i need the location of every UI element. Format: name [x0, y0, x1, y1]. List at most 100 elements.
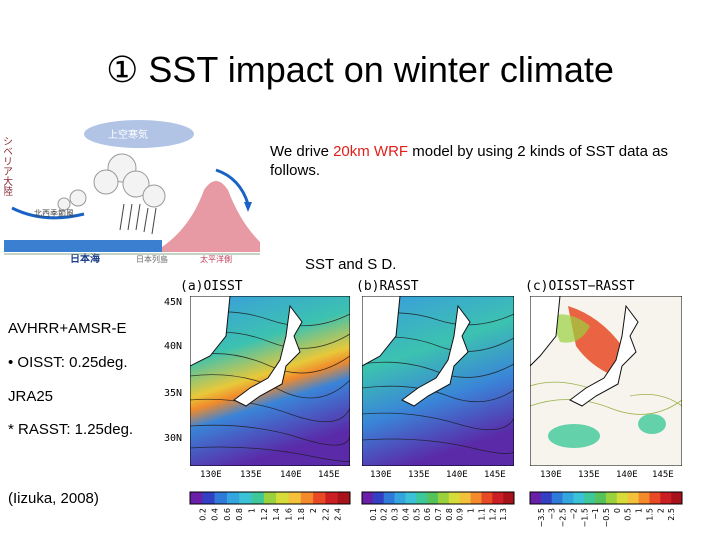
slide-title: ① SST impact on winter climate: [106, 49, 614, 90]
colorbar-swatch: [372, 492, 385, 504]
colorbar-swatch: [190, 492, 203, 504]
colorbar-swatch: [660, 492, 672, 504]
colorbar-tick-label: 1.2: [260, 508, 269, 521]
colorbar-tick-label: 0.4: [401, 508, 410, 521]
colorbar-tick-label: −2: [569, 508, 578, 520]
panel-b-lon-145e: 145E: [484, 470, 506, 480]
lat-label-45n: 45N: [164, 297, 183, 308]
colorbar-swatch: [239, 492, 252, 504]
panel-c-lon-140e: 140E: [616, 470, 638, 480]
sidebar-line-4: * RASST: 1.25deg.: [8, 421, 134, 438]
panel-a-map: [190, 296, 350, 466]
colorbar-tick-label: 2.4: [334, 508, 343, 521]
colorbar-swatch: [427, 492, 439, 504]
colorbar-tick-label: 1: [467, 508, 476, 513]
colorbar-frame: [361, 491, 515, 505]
colorbar-swatch: [616, 492, 629, 504]
colorbar-tick-label: 0.5: [412, 508, 421, 521]
japan-islands-label: 日本列島: [136, 254, 168, 264]
colorbar-tick-label: 1.5: [645, 508, 654, 521]
colorbar-swatch: [530, 492, 542, 504]
panel-c-lon-135e: 135E: [578, 470, 600, 480]
colorbar-tick-label: −3: [548, 508, 557, 520]
colorbar-tick-label: 2: [309, 508, 318, 513]
sidebar-line-1: AVHRR+AMSR-E: [8, 320, 127, 337]
panel-c-cool-anomaly: [548, 424, 600, 448]
descending-arrow-icon: [215, 168, 250, 205]
colorbar-swatch: [394, 492, 406, 504]
colorbar-tick-label: 1.6: [284, 508, 293, 521]
colorbar-swatch: [459, 492, 471, 504]
colorbar-swatch: [405, 492, 417, 504]
colorbar-swatch: [573, 492, 585, 504]
colorbar-tick-label: 1.3: [499, 508, 508, 521]
sea-surface: [4, 240, 162, 252]
panel-a-lon-135e: 135E: [240, 470, 262, 480]
colorbar-tick-label: 0.6: [223, 508, 232, 521]
colorbar-frame: [189, 491, 351, 505]
colorbar-swatch: [438, 492, 450, 504]
colorbar-tick-label: 0.1: [369, 508, 378, 521]
snowfall-streaks: [119, 203, 157, 235]
colorbar-tick-label: 1.1: [477, 508, 486, 521]
panel-b-lon-140e: 140E: [446, 470, 468, 480]
colorbar-tick-label: −1: [591, 508, 600, 520]
colorbar-swatch: [383, 492, 395, 504]
panel-b-map: [362, 296, 514, 466]
panel-a-lon-130e: 130E: [200, 470, 222, 480]
monsoon-arrow: [11, 206, 85, 220]
colorbar-swatch: [226, 492, 240, 504]
colorbar-frame: [529, 491, 683, 505]
colorbar-swatch: [276, 492, 289, 504]
intro-text: We drive 20km WRF model by using 2 kinds…: [270, 142, 700, 180]
panel-c-asia: [530, 296, 561, 367]
colorbar-tick-label: 0.3: [391, 508, 400, 521]
colorbars: 0.2 0.4 0.6 0.8 1 1.2 1.4 1.6 1.8 2 2.2 2.4 0.1 0.2 0.…: [189, 491, 683, 527]
colorbar-swatch: [288, 492, 302, 504]
upper-air-cloud: [84, 120, 194, 148]
sst-caption: SST and S D.: [305, 256, 397, 273]
panel-a-lon-140e: 140E: [280, 470, 302, 480]
colorbar-swatch: [503, 492, 515, 504]
colorbar-swatch: [562, 492, 574, 504]
citation: (Iizuka, 2008): [8, 490, 99, 507]
colorbar-tick-label: −3.5: [537, 508, 546, 527]
colorbar-swatch: [584, 492, 596, 504]
colorbar-swatch: [627, 492, 639, 504]
lat-label-30n: 30N: [164, 433, 183, 444]
arrow-head-icon: [244, 202, 252, 212]
panel-c-cool-anomaly-2: [638, 414, 666, 434]
colorbar-swatch: [416, 492, 428, 504]
intro-pre: We drive: [270, 143, 334, 160]
colorbar-swatch: [263, 492, 277, 504]
colorbar-swatch: [470, 492, 482, 504]
siberia-label: シベリア大陸: [4, 136, 13, 196]
panel-a-japan: [233, 304, 303, 407]
colorbar-tick-label: 0.2: [380, 508, 389, 521]
snow-clouds: [57, 153, 166, 211]
panel-b-title: (b)RASST: [356, 279, 419, 294]
monsoon-schematic: 上空寒気 シベリア大陸 北西季節風 日本海 日本列島 太平洋側: [4, 112, 260, 264]
panel-c-lon-130e: 130E: [540, 470, 562, 480]
colorbar-swatch: [362, 492, 374, 504]
colorbar-swatch: [671, 492, 683, 504]
upper-air-label: 上空寒気: [108, 128, 148, 141]
sea-of-japan-label: 日本海: [70, 252, 100, 264]
colorbar-swatch: [540, 492, 553, 504]
panel-c-title: (c)OISST−RASST: [525, 279, 635, 294]
lat-label-35n: 35N: [164, 388, 183, 399]
colorbar-tick-label: 0.8: [445, 508, 454, 521]
intro-rest: model by using 2 kinds of SST data as fo…: [270, 143, 668, 179]
colorbar-tick-label: 1: [635, 508, 644, 513]
colorbar-tick-label: 1: [248, 508, 257, 513]
panel-a-lon-145e: 145E: [318, 470, 340, 480]
colorbar-tick-label: 0.4: [211, 508, 220, 521]
colorbar-swatch: [214, 492, 228, 504]
colorbar-tick-label: −1.5: [580, 508, 589, 527]
colorbar-swatch: [448, 492, 461, 504]
colorbar-swatch: [481, 492, 493, 504]
panel-b-lon-130e: 130E: [370, 470, 392, 480]
colorbar-tick-label: 0.2: [198, 508, 207, 521]
colorbar-tick-label: 2: [656, 508, 665, 513]
colorbar-tick-label: −2.5: [559, 508, 568, 527]
